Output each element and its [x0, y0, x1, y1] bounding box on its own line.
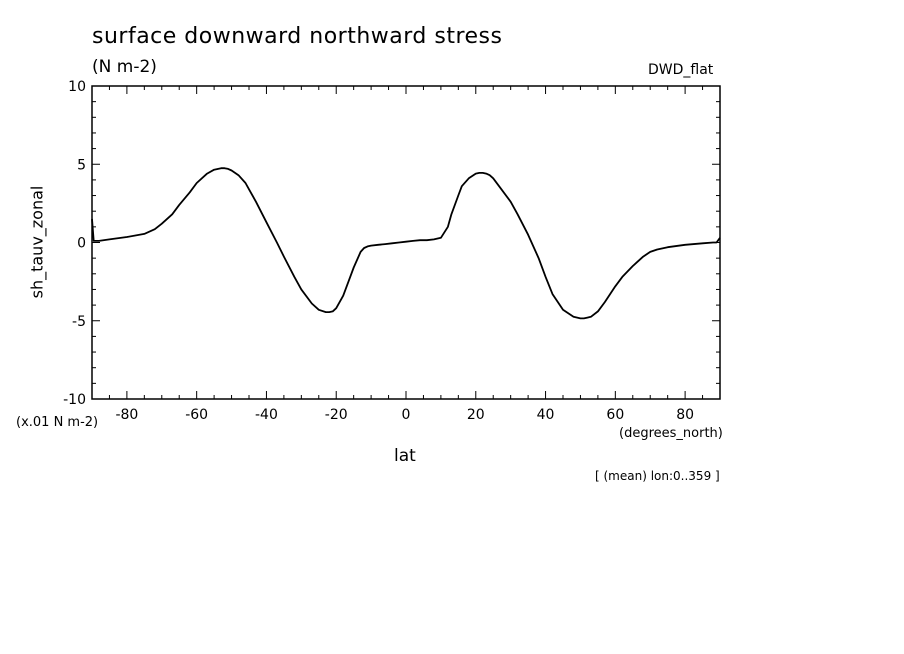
- chart-title: surface downward northward stress: [92, 24, 503, 49]
- y-tick-label: -10: [63, 392, 86, 408]
- series-group: [91, 167, 721, 320]
- y-tick-label: -5: [72, 314, 86, 330]
- x-tick-label: -20: [325, 407, 348, 423]
- x-tick-label: 80: [676, 407, 694, 423]
- chart-subtitle-units: (N m-2): [92, 57, 157, 77]
- dataset-label: DWD_flat: [648, 62, 714, 78]
- x-tick-label: 0: [402, 407, 411, 423]
- x-axis-units: (degrees_north): [619, 426, 723, 441]
- x-tick-label: -40: [255, 407, 278, 423]
- x-tick-label: 40: [537, 407, 555, 423]
- ticks-group: [91, 85, 721, 400]
- x-tick-label: 20: [467, 407, 485, 423]
- x-axis-label: lat: [394, 446, 416, 466]
- x-tick-label: -60: [185, 407, 208, 423]
- y-scale-note: (x.01 N m-2): [16, 415, 99, 430]
- x-tick-label: 60: [606, 407, 624, 423]
- y-tick-label: 10: [68, 79, 86, 95]
- tick-labels-group: -80 -60 -40 -20 0 20 40 60 80 10 5 0 -5 -10: [63, 79, 694, 423]
- x-tick-label: -80: [115, 407, 138, 423]
- y-tick-label: 5: [77, 157, 86, 173]
- series-line: [91, 167, 721, 320]
- averaging-footnote: [ (mean) lon:0..359 ]: [595, 469, 720, 483]
- y-tick-label: 0: [77, 236, 86, 252]
